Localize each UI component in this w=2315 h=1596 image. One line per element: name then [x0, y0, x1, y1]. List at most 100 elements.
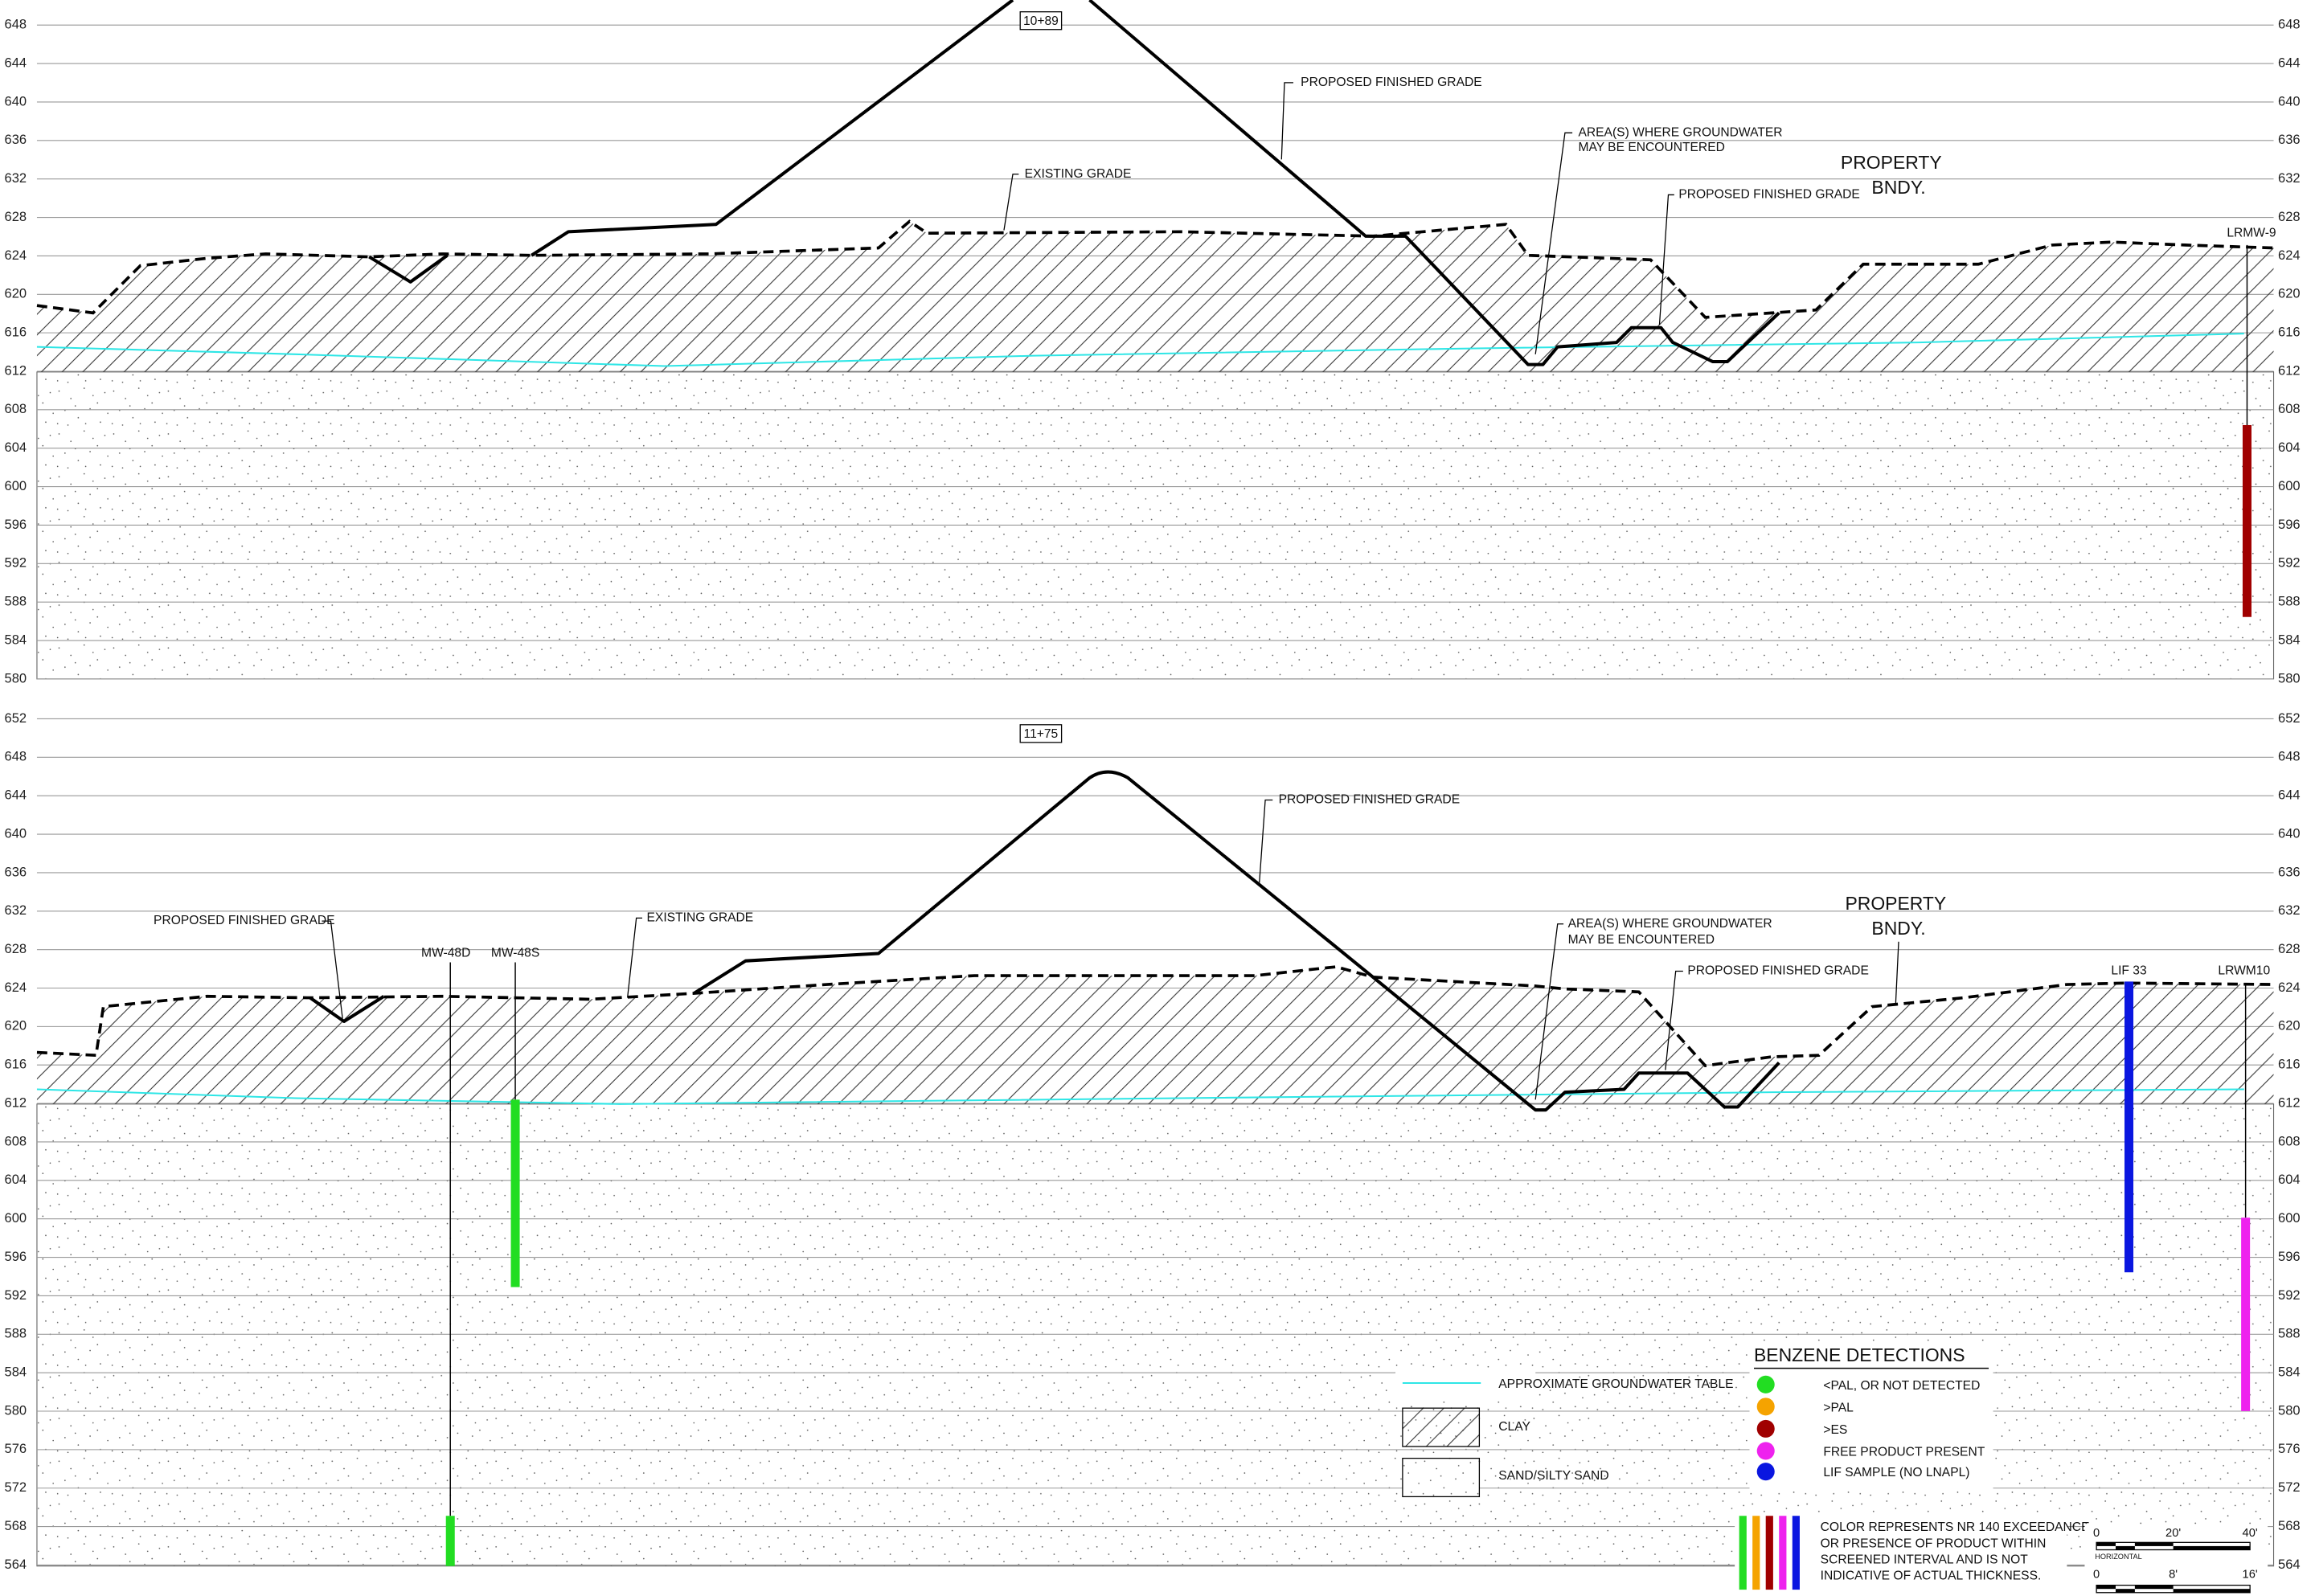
- screen-interval: [445, 1516, 455, 1566]
- annotation: MAY BE ENCOUNTERED: [1568, 933, 1715, 947]
- well-label: MW-48D: [421, 947, 470, 960]
- leader: [1534, 923, 1564, 1100]
- station-label: 10+89: [1023, 14, 1059, 28]
- elevation-label: 628: [2278, 941, 2301, 956]
- elevation-label: 628: [2278, 209, 2301, 224]
- elevation-label: 616: [2278, 324, 2301, 339]
- leader: [1665, 970, 1683, 1070]
- elevation-label: 580: [2278, 670, 2301, 685]
- elevation-label: 636: [2278, 864, 2301, 879]
- clay-layer: [36, 967, 2274, 1104]
- scale-segment: [2096, 1542, 2116, 1546]
- elevation-label: 612: [2278, 1095, 2301, 1110]
- leader: [1895, 941, 1899, 1004]
- existing-grade: [36, 965, 2274, 1068]
- elevation-label: 604: [5, 440, 27, 455]
- annotation: PROPOSED FINISHED GRADE: [1678, 188, 1860, 202]
- annotation: AREA(S) WHERE GROUNDWATER: [1568, 917, 1772, 931]
- elevation-label: 632: [5, 902, 27, 918]
- scale-segment: [2116, 1589, 2135, 1593]
- legend-swatch: [1756, 1442, 1775, 1460]
- elevation-label: 572: [2278, 1479, 2301, 1495]
- legend-label: CLAY: [1498, 1420, 1530, 1434]
- legend-swatch: [1756, 1463, 1775, 1481]
- leader: [322, 920, 343, 1019]
- legend: APPROXIMATE GROUNDWATER TABLE CLAY SAND/…: [1395, 1343, 2089, 1596]
- elevation-label: 648: [5, 17, 27, 32]
- elevation-label: 648: [2278, 17, 2301, 32]
- legend-swatch: [1779, 1516, 1787, 1590]
- elevation-label: 584: [5, 1365, 27, 1380]
- scale-segment: [2116, 1545, 2135, 1550]
- elevation-label: 604: [5, 1172, 27, 1187]
- annotation: BNDY.: [1871, 918, 1925, 939]
- elevation-label: 584: [2278, 632, 2301, 647]
- elevation-label: 596: [2278, 517, 2301, 532]
- proposed-grade: [693, 770, 1780, 1112]
- legend-swatch: [1756, 1419, 1775, 1438]
- elevation-label: 640: [2278, 93, 2301, 108]
- legend-bg: [1735, 1512, 2067, 1596]
- elevation-label: 620: [2278, 286, 2301, 301]
- annotation: PROPOSED FINISHED GRADE: [1687, 964, 1869, 978]
- scale-segment: [2134, 1542, 2174, 1546]
- legend-swatch: [1756, 1398, 1775, 1416]
- legend-label: >ES: [1823, 1423, 1847, 1437]
- clay-layer: [36, 221, 2274, 372]
- elevation-label: 592: [5, 555, 27, 571]
- leader: [1280, 82, 1293, 160]
- legend-swatch: [1402, 1407, 1481, 1447]
- scale-label: 0: [2093, 1569, 2100, 1582]
- elevation-label: 580: [2278, 1402, 2301, 1418]
- leader: [626, 917, 642, 998]
- elevation-label: 608: [5, 1133, 27, 1148]
- elevation-label: 596: [2278, 1249, 2301, 1264]
- legend-swatch: [1792, 1516, 1800, 1590]
- elevation-label: 624: [5, 980, 27, 995]
- annotation: PROPERTY: [1841, 152, 1942, 173]
- leader: [1259, 799, 1273, 883]
- elevation-label: 580: [5, 670, 27, 685]
- elevation-label: 620: [5, 1018, 27, 1033]
- section: 10+89 PROPOSED FINISHED GRADE EXISTING G…: [5, 0, 2301, 685]
- legend-note: SCREENED INTERVAL AND IS NOT: [1821, 1553, 2029, 1566]
- elevation-label: 576: [5, 1441, 27, 1456]
- scale-bg: [2084, 1524, 2268, 1596]
- elevation-label: 636: [5, 132, 27, 147]
- legend-swatch: [1402, 1457, 1481, 1498]
- elevation-label: 644: [2278, 55, 2301, 70]
- sand-layer: [36, 1103, 2275, 1567]
- leader: [1003, 174, 1019, 231]
- well-label: LRWM10: [2218, 964, 2270, 978]
- groundwater-line: [36, 1088, 2244, 1105]
- elevation-label: 644: [5, 788, 27, 803]
- elevation-label: 624: [5, 248, 27, 263]
- elevation-label: 588: [5, 1326, 27, 1341]
- elevation-label: 564: [2278, 1557, 2301, 1572]
- elevation-label: 620: [5, 286, 27, 301]
- elevation-label: 648: [5, 749, 27, 764]
- elevation-label: 596: [5, 517, 27, 532]
- elevation-label: 592: [5, 1287, 27, 1303]
- elevation-label: 636: [2278, 132, 2301, 147]
- well-label: LIF 33: [2111, 964, 2146, 978]
- station-box: [1019, 724, 1063, 743]
- elevation-label: 592: [2278, 555, 2301, 571]
- elevation-label: 584: [5, 632, 27, 647]
- elevation-label: 608: [5, 401, 27, 416]
- elevation-label: 616: [2278, 1057, 2301, 1072]
- elevation-label: 588: [2278, 594, 2301, 609]
- elevation-label: 616: [5, 1057, 27, 1072]
- screen-interval: [510, 1099, 520, 1287]
- screen-interval: [2242, 424, 2251, 617]
- existing-grade: [36, 219, 2274, 319]
- legend-label: >PAL: [1823, 1401, 1854, 1414]
- elevation-label: 564: [5, 1557, 27, 1572]
- elevation-label: 624: [2278, 980, 2301, 995]
- elevation-label: 600: [5, 1210, 27, 1226]
- station-label: 11+75: [1024, 727, 1059, 741]
- proposed-grade: [1088, 0, 1780, 366]
- elevation-label: 608: [2278, 1133, 2301, 1148]
